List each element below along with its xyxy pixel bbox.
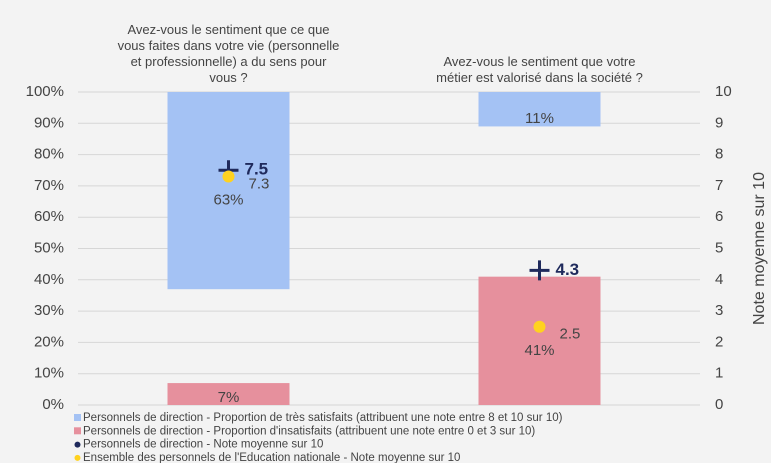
category-label: Avez-vous le sentiment que votre métier … [436, 54, 643, 85]
legend-swatch [74, 454, 81, 461]
legend-swatch [74, 414, 81, 421]
y-tick-label: 90% [34, 114, 64, 131]
bar-value-label: 41% [524, 342, 554, 359]
y2-tick-label: 6 [715, 208, 723, 225]
bar-value-label: 7% [218, 389, 240, 406]
legend-label: Personnels de direction - Proportion d'i… [83, 425, 535, 437]
y2-tick-label: 8 [715, 146, 723, 163]
bar [478, 92, 601, 127]
bar-value-label: 11% [525, 110, 554, 127]
y-tick-label: 100% [26, 83, 64, 100]
y2-tick-label: 2 [715, 333, 723, 350]
plus-marker [529, 260, 550, 281]
y2-tick-label: 0 [715, 396, 723, 413]
y2-tick-label: 4 [715, 271, 723, 288]
y-tick-label: 10% [34, 365, 64, 382]
y2-tick-label: 5 [715, 239, 723, 256]
point-label: 7.3 [249, 175, 270, 192]
y-tick-label: 40% [34, 271, 64, 288]
bar [478, 276, 601, 405]
legend-swatch [74, 441, 81, 448]
point-label: 7.5 [245, 160, 269, 179]
legend-label: Personnels de direction - Proportion de … [83, 412, 563, 424]
y-tick-label: 50% [34, 239, 64, 256]
y-tick-label: 30% [34, 302, 64, 319]
bar [167, 92, 290, 290]
y2-tick-label: 7 [715, 177, 723, 194]
y-tick-label: 20% [34, 333, 64, 350]
legend-swatch [74, 427, 81, 435]
bar [167, 383, 290, 405]
y-tick-label: 70% [34, 177, 64, 194]
point-label: 4.3 [556, 260, 580, 279]
legend-label: Personnels de direction - Note moyenne s… [83, 439, 323, 451]
category-label: Avez-vous le sentiment que ce que vous f… [117, 22, 340, 85]
legend-label: Ensemble des personnels de l'Education n… [83, 452, 460, 463]
y-tick-label: 80% [34, 146, 64, 163]
y2-tick-label: 9 [715, 114, 723, 131]
y-tick-label: 0% [42, 396, 64, 413]
y-tick-label: 60% [34, 208, 64, 225]
y2-tick-label: 10 [715, 83, 732, 100]
y2-tick-label: 1 [715, 365, 723, 382]
y2-axis-title: Note moyenne sur 10 [751, 172, 768, 325]
y2-tick-label: 3 [715, 302, 723, 319]
dot-marker [533, 320, 546, 333]
point-label: 2.5 [560, 326, 581, 343]
dot-marker [222, 170, 235, 183]
bar-value-label: 63% [213, 192, 243, 209]
